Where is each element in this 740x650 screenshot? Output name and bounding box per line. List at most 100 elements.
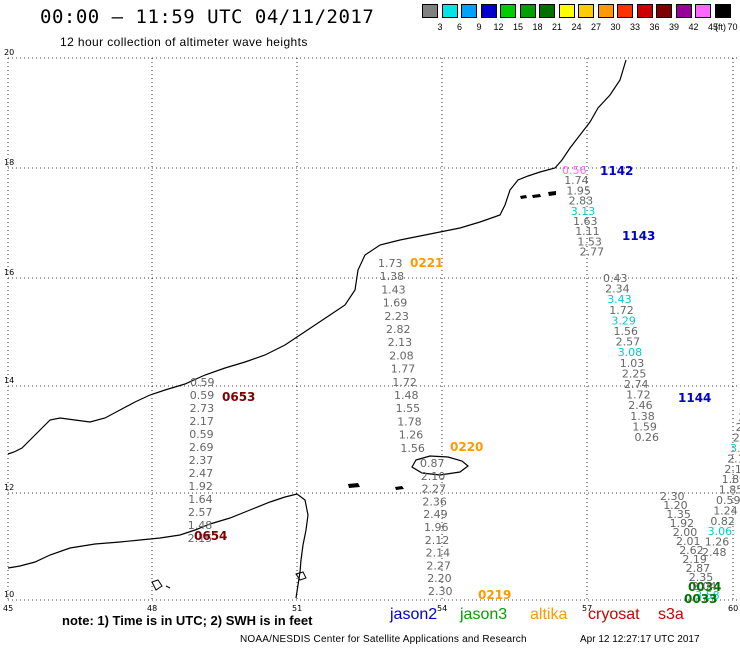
color-scale-label: 39 <box>668 22 679 32</box>
small-island-a <box>348 483 360 488</box>
wave-height-value: 1.96 <box>424 521 449 534</box>
color-scale-label: 6 <box>456 22 462 32</box>
wave-height-value: 2.68 <box>733 432 740 445</box>
wave-height-value: 1.72 <box>392 376 417 389</box>
legend-s3a: s3a <box>658 606 684 623</box>
color-swatch <box>617 4 633 18</box>
wave-height-value: 2.30 <box>428 585 453 598</box>
wave-height-value: 0.59 <box>189 428 214 441</box>
wave-height-value: 2.77 <box>580 246 605 259</box>
wave-height-value: 2.57 <box>616 336 641 349</box>
wave-height-value: 2.47 <box>189 467 214 480</box>
wave-height-value: 1.26 <box>399 429 424 442</box>
wave-height-value: 0.56 <box>562 164 587 177</box>
wave-height-value: 0.26 <box>635 431 660 444</box>
wave-height-value: 1.48 <box>394 389 419 402</box>
wave-height-value: 0.43 <box>603 272 628 285</box>
credit-text: NOAA/NESDIS Center for Satellite Applica… <box>240 634 527 645</box>
color-scale-label: 42 <box>688 22 699 32</box>
wave-height-value: 3.43 <box>607 293 632 306</box>
coastline-arabian-peninsula <box>7 59 627 455</box>
wave-height-value: 2.04 <box>692 580 717 593</box>
lon-tick-label: 48 <box>147 604 157 613</box>
wave-height-value: 1.89 <box>722 473 740 486</box>
wave-height-value: 1.92 <box>188 480 213 493</box>
wave-height-value: 0.59 <box>190 389 215 402</box>
pass-time-label: 0654 <box>194 529 227 543</box>
wave-height-value: 2.73 <box>190 402 215 415</box>
wave-height-value: 2.82 <box>386 323 411 336</box>
color-scale-label: 70 <box>727 22 738 32</box>
legend-altika: altika <box>530 606 568 623</box>
lat-tick-label: 16 <box>4 268 14 277</box>
small-island-d <box>151 571 307 591</box>
pass-time-label: 1143 <box>622 229 655 243</box>
lon-tick-label: 60 <box>728 604 738 613</box>
small-island-b <box>395 486 404 490</box>
color-swatch <box>461 4 477 18</box>
wave-height-value: 2.48 <box>702 546 727 559</box>
wave-height-value: 0.87 <box>420 457 445 470</box>
color-swatch <box>578 4 594 18</box>
page-subtitle: 12 hour collection of altimeter wave hei… <box>60 35 308 49</box>
wave-height-value: 2.87 <box>686 562 711 575</box>
color-scale-label: 33 <box>629 22 640 32</box>
wave-height-value: 2.37 <box>189 454 214 467</box>
color-scale-label: 3 <box>437 22 443 32</box>
legend-jason2: jason2 <box>390 606 438 623</box>
wave-height-value: 1.26 <box>705 536 730 549</box>
wave-height-value: 1.56 <box>614 325 639 338</box>
wave-height-value: 2.14 <box>426 547 451 560</box>
color-scale-label: 24 <box>571 22 582 32</box>
wave-height-value: 2.00 <box>673 526 698 539</box>
wave-height-value: 1.64 <box>188 493 213 506</box>
color-swatch <box>441 4 458 18</box>
wave-height-value: 2.27 <box>422 483 447 496</box>
wave-height-value: 2.62 <box>679 544 704 557</box>
wave-height-value: 1.95 <box>566 184 591 197</box>
wave-height-value: 1.55 <box>396 402 421 415</box>
wave-height-value: 3.15 <box>730 442 740 455</box>
color-scale-label: 15 <box>512 22 523 32</box>
color-scale-label: 18 <box>532 22 543 32</box>
pass-time-label: 0034 <box>688 580 721 594</box>
pass-time-label: 0219 <box>478 588 511 602</box>
page-title: 00:00 – 11:59 UTC 04/11/2017 <box>40 6 375 28</box>
wave-height-value: 3.08 <box>618 346 643 359</box>
wave-height-value: 2.01 <box>676 535 701 548</box>
color-scale-label: 30 <box>610 22 621 32</box>
map-grid: 20 18 16 14 12 10 45 48 51 54 57 60 <box>3 48 740 613</box>
wave-height-value: 1.03 <box>620 357 645 370</box>
note-text: note: 1) Time is in UTC; 2) SWH is in fe… <box>62 613 313 628</box>
color-scale-label: 12 <box>493 22 504 32</box>
wave-height-value: 2.12 <box>425 534 450 547</box>
wave-height-value: 2.49 <box>423 508 448 521</box>
color-swatch <box>597 4 614 18</box>
coastline <box>7 59 627 599</box>
wave-height-value: 2.69 <box>189 441 214 454</box>
wave-height-value: 2.36 <box>422 495 447 508</box>
wave-height-value: 0.59 <box>716 494 740 507</box>
lon-tick-label: 57 <box>582 604 592 613</box>
legend-jason3: jason3 <box>460 606 508 623</box>
pass-time-label: 0220 <box>450 440 483 454</box>
wave-height-value: 2.13 <box>388 336 413 349</box>
wave-height-value: 1.35 <box>666 508 691 521</box>
wave-height-value: 3.58 <box>695 589 720 602</box>
wave-height-value: 1.73 <box>378 257 403 270</box>
wave-height-value: 1.92 <box>670 517 695 530</box>
wave-height-value: 2.83 <box>569 195 594 208</box>
wave-height-value: 1.20 <box>663 499 688 512</box>
pass-time-label: 0653 <box>222 390 255 404</box>
wave-height-value: 2.15 <box>188 532 213 545</box>
color-swatch <box>695 4 711 18</box>
wave-height-value: 2.17 <box>189 415 214 428</box>
wave-height-value: 1.11 <box>575 225 600 238</box>
color-swatch <box>714 4 731 18</box>
wave-height-value: 2.27 <box>426 559 451 572</box>
wave-height-value: 1.69 <box>383 297 408 310</box>
wave-height-value: 1.38 <box>380 270 405 283</box>
wave-height-value: 2.30 <box>660 490 685 503</box>
color-swatch <box>675 4 692 18</box>
